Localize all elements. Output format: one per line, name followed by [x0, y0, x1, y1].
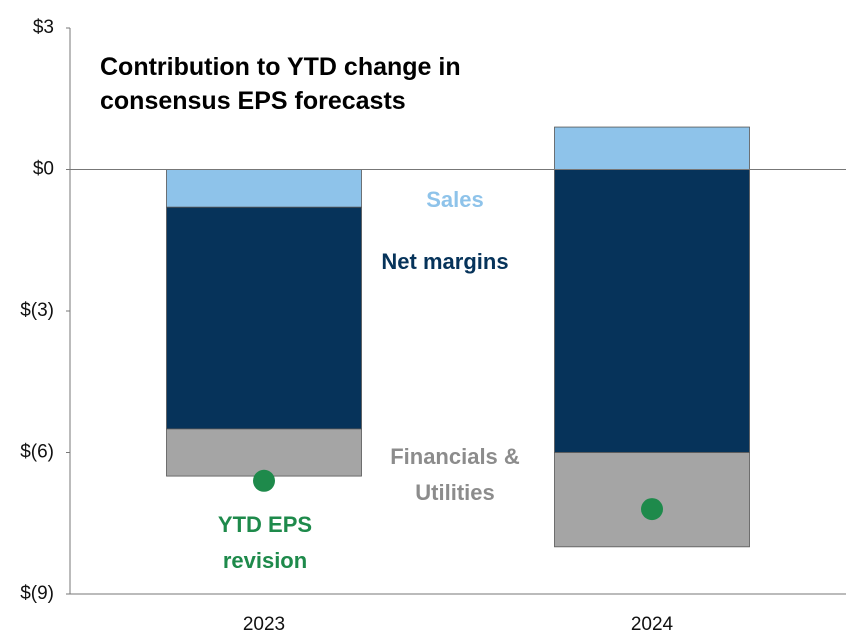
series-label: Net margins [381, 249, 509, 274]
y-tick-label: $(3) [20, 300, 54, 321]
series-label: YTD EPS revision [217, 512, 313, 573]
y-tick-label: $3 [33, 17, 54, 38]
bar-segment [166, 428, 362, 477]
series-label: Financials & Utilities [390, 444, 520, 505]
bar-segment [166, 169, 362, 208]
y-tick-label: $0 [33, 159, 54, 180]
bar-segment [554, 126, 750, 170]
bar-segment [554, 169, 750, 453]
bar-segment [166, 206, 362, 430]
marker [253, 469, 275, 492]
y-tick-label: $(6) [20, 442, 54, 463]
marker [641, 498, 663, 521]
chart-title: Contribution to YTD change in consensus … [100, 53, 461, 115]
x-tick-label: 2024 [631, 614, 674, 635]
series-label: Sales [426, 187, 484, 212]
x-tick-label: 2023 [243, 614, 285, 635]
y-tick-label: $(9) [20, 583, 54, 604]
